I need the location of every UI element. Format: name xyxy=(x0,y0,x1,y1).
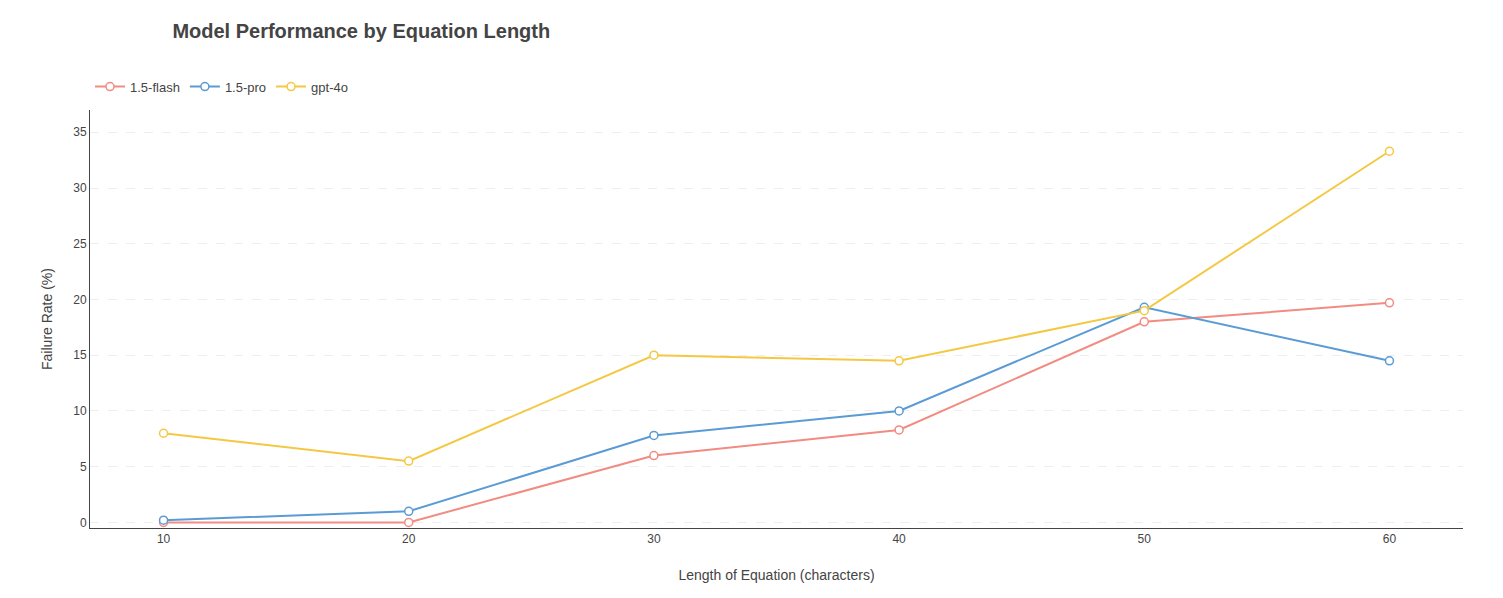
svg-text:10: 10 xyxy=(73,404,87,418)
svg-text:30: 30 xyxy=(647,532,661,546)
svg-text:20: 20 xyxy=(73,293,87,307)
svg-text:30: 30 xyxy=(73,181,87,195)
svg-text:15: 15 xyxy=(73,348,87,362)
svg-text:Model Performance by Equation: Model Performance by Equation Length xyxy=(172,20,550,42)
svg-text:10: 10 xyxy=(157,532,171,546)
svg-text:Length of Equation (characters: Length of Equation (characters) xyxy=(678,567,874,583)
svg-text:5: 5 xyxy=(80,460,87,474)
svg-text:40: 40 xyxy=(892,532,906,546)
svg-text:20: 20 xyxy=(402,532,416,546)
svg-text:1.5-flash: 1.5-flash xyxy=(130,80,180,95)
svg-text:60: 60 xyxy=(1383,532,1397,546)
svg-text:35: 35 xyxy=(73,125,87,139)
svg-text:50: 50 xyxy=(1138,532,1152,546)
svg-text:25: 25 xyxy=(73,237,87,251)
svg-text:gpt-4o: gpt-4o xyxy=(311,80,348,95)
svg-text:0: 0 xyxy=(80,516,87,530)
svg-text:Failure Rate (%): Failure Rate (%) xyxy=(39,268,55,370)
svg-text:1.5-pro: 1.5-pro xyxy=(225,80,266,95)
